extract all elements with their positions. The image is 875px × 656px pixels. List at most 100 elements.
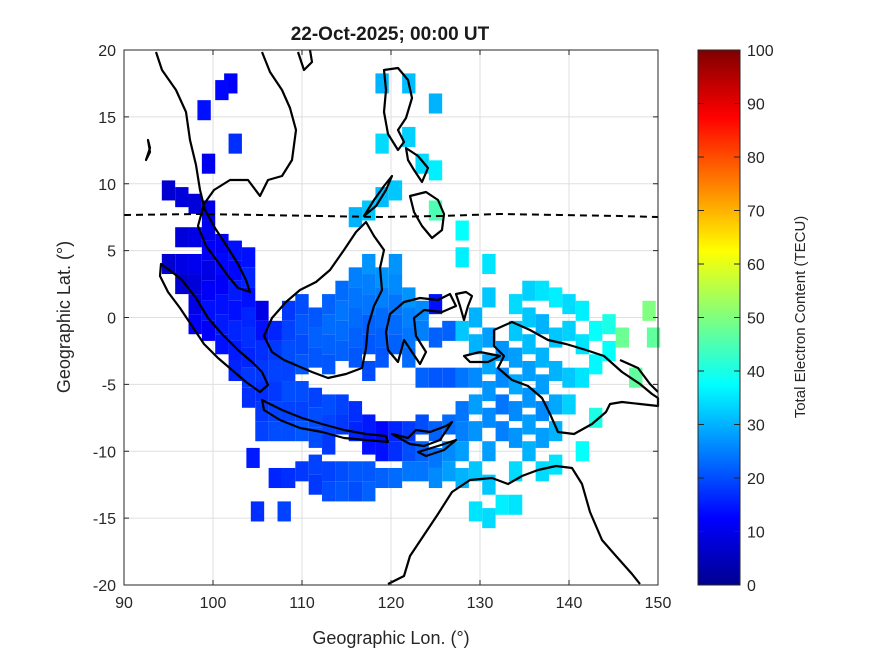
tec-cell-7	[175, 274, 189, 295]
tec-cell-135	[388, 467, 403, 489]
tec-cell-139	[402, 307, 416, 328]
tec-cell-128	[388, 253, 403, 275]
tec-cell-119	[375, 267, 389, 288]
tec-cell-211	[535, 314, 549, 335]
coastline-palawan	[362, 174, 394, 218]
tec-cell-15	[201, 260, 216, 281]
colorbar-tick-label-0: 0	[747, 578, 756, 595]
tec-cell-94	[335, 481, 349, 502]
tec-cell-69	[295, 461, 309, 482]
tec-cell-157	[428, 367, 443, 388]
tec-cell-140	[402, 327, 416, 348]
tec-cell-34	[241, 287, 256, 308]
tec-cell-45	[255, 401, 269, 422]
colorbar-tick-labels: 0 10 20 30 40 50 60 70 80 90 100	[698, 43, 774, 595]
tec-cell-125	[375, 441, 389, 462]
tec-cell-156	[428, 327, 443, 348]
tec-cell-132	[388, 334, 403, 355]
tec-cell-191	[495, 367, 509, 388]
coastline-indochina-east	[296, 49, 314, 72]
coastline-malay-peninsula	[154, 51, 298, 294]
tec-cell-169	[455, 367, 469, 388]
tec-cell-75	[308, 427, 323, 448]
coastline-australia	[387, 464, 641, 585]
tec-cells	[161, 73, 661, 529]
tec-cell-4	[161, 253, 176, 275]
tec-cell-126	[375, 467, 389, 489]
x-tick-label-5: 140	[556, 595, 583, 612]
tec-cell-179	[468, 461, 483, 482]
tec-cell-147	[415, 320, 429, 341]
tec-cell-86	[322, 481, 336, 502]
tec-cell-112	[362, 414, 376, 435]
tec-cell-130	[388, 294, 403, 315]
tec-cell-114	[362, 461, 376, 482]
colorbar-gradient	[698, 50, 740, 585]
tec-cell-197	[508, 347, 523, 368]
tec-cell-189	[482, 508, 496, 529]
tec-cell-152	[428, 93, 443, 114]
tec-cell-134	[388, 441, 403, 462]
tec-cell-192	[495, 394, 509, 415]
tec-cell-56	[281, 340, 296, 361]
tec-cell-104	[348, 481, 363, 502]
tec-cell-73	[308, 387, 323, 408]
tec-cell-184	[482, 354, 496, 375]
tec-cell-78	[322, 294, 336, 315]
tec-cell-9	[188, 253, 202, 275]
tec-cell-13	[201, 220, 216, 241]
tec-cell-244	[228, 133, 242, 154]
tec-cell-99	[348, 327, 363, 348]
tec-cell-115	[362, 481, 376, 502]
tec-cell-93	[335, 461, 349, 482]
colorbar-tick-label-5: 50	[747, 311, 765, 328]
tec-cell-136	[402, 126, 416, 147]
tec-cell-71	[308, 327, 323, 348]
colorbar-tick-label-7: 70	[747, 204, 765, 221]
colorbar-tick-label-4: 40	[747, 364, 765, 381]
colorbar-tick-label-3: 30	[747, 418, 765, 435]
tec-cell-57	[281, 360, 296, 382]
tec-cell-181	[482, 253, 496, 275]
tec-cell-199	[508, 401, 523, 422]
tec-cell-225	[562, 367, 576, 388]
tec-cell-5	[175, 227, 189, 248]
tec-cell-30	[228, 340, 242, 361]
tec-cell-28	[228, 300, 242, 321]
tec-cell-127	[388, 180, 403, 201]
tec-cell-151	[415, 461, 429, 482]
tec-cell-107	[362, 274, 376, 295]
tec-cell-59	[281, 401, 296, 422]
tec-cell-22	[215, 294, 229, 315]
tec-cell-47	[268, 320, 282, 341]
tec-cell-231	[589, 320, 603, 341]
tec-cell-153	[428, 160, 443, 181]
y-tick-label-1: 15	[98, 110, 116, 127]
tec-cell-236	[615, 327, 630, 348]
tec-cell-120	[375, 287, 389, 308]
tec-cell-207	[522, 387, 536, 408]
tec-cell-187	[482, 441, 496, 462]
tec-cell-33	[241, 267, 256, 288]
tec-cell-40	[255, 300, 269, 321]
tec-cell-171	[455, 421, 469, 442]
tec-cell-182	[482, 287, 496, 308]
tec-cell-195	[508, 294, 523, 315]
tec-cell-148	[415, 367, 429, 388]
tec-cell-20	[215, 253, 229, 275]
tec-cell-106	[362, 253, 376, 275]
tec-cell-121	[375, 307, 389, 328]
tec-cell-24	[215, 334, 229, 355]
tec-cell-62	[295, 294, 309, 315]
tec-cell-178	[468, 421, 483, 442]
colorbar-tick-label-10: 100	[747, 43, 774, 60]
tec-cell-164	[442, 441, 456, 462]
coastline-sulawesi	[384, 292, 458, 366]
y-tick-label-7: -15	[93, 511, 116, 528]
tec-cell-168	[455, 320, 469, 341]
tec-cell-186	[482, 407, 496, 428]
tec-cell-143	[402, 441, 416, 462]
tec-cell-172	[455, 441, 469, 462]
y-tick-label-4: 0	[107, 311, 116, 328]
tec-cell-131	[388, 314, 403, 335]
